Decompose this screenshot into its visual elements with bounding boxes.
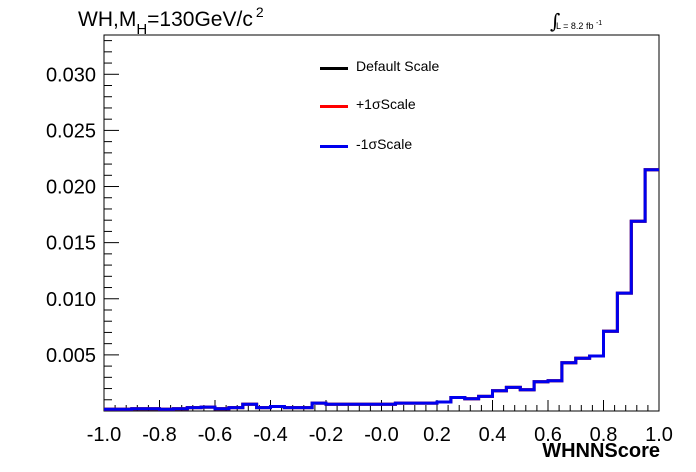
legend-label: +1σScale — [356, 96, 416, 112]
legend-swatch — [320, 145, 348, 148]
x-tick-label: 0.6 — [534, 424, 562, 446]
lumi-text: L = 8.2 fb — [556, 21, 594, 31]
lumi-superscript: -1 — [595, 20, 603, 27]
legend-swatch — [320, 67, 348, 70]
x-tick-label: 0.2 — [423, 424, 451, 446]
title-main: WH,M — [78, 8, 137, 31]
plot-frame — [103, 34, 660, 412]
x-tick-label: -0.4 — [253, 424, 287, 446]
y-tick-label: 0.030 — [46, 64, 96, 86]
luminosity-label: ∫ L = 8.2 fb -1 — [550, 9, 603, 33]
axes: -1.0 -0.8 -0.6 -0.4 -0.2 -0.0 0.2 0.4 0.6 0.8 1.0 0… — [46, 40, 673, 446]
x-axis-label: WHNNScore — [542, 440, 660, 462]
title-superscript: 2 — [255, 4, 264, 20]
y-tick-label: 0.010 — [46, 289, 96, 311]
y-tick-label: 0.005 — [46, 345, 96, 367]
chart-title: WH,MH=130GeV/c 2 — [78, 4, 264, 38]
y-tick-label: 0.015 — [46, 233, 96, 255]
integral-glyph: ∫ — [550, 9, 561, 33]
series-group — [104, 168, 659, 411]
x-tick-label: 0.8 — [590, 424, 618, 446]
x-tick-label: 0.4 — [479, 424, 507, 446]
x-tick-label: -0.2 — [309, 424, 343, 446]
legend-swatch — [320, 105, 348, 108]
series-line-0 — [104, 168, 659, 411]
x-tick-label: -0.8 — [142, 424, 176, 446]
y-tick-label: 0.020 — [46, 177, 96, 199]
y-tick-label: 0.025 — [46, 120, 96, 142]
legend-label: -1σScale — [356, 136, 413, 152]
series-line-1 — [104, 168, 659, 411]
x-tick-label: 1.0 — [645, 424, 673, 446]
x-tick-label: -0.6 — [198, 424, 232, 446]
title-subscript: H — [136, 21, 148, 38]
series-line-2 — [104, 168, 659, 411]
title-rest: =130GeV/c — [147, 8, 253, 31]
x-tick-label: -0.0 — [364, 424, 398, 446]
legend-label: Default Scale — [356, 58, 440, 74]
x-tick-label: -1.0 — [87, 424, 121, 446]
